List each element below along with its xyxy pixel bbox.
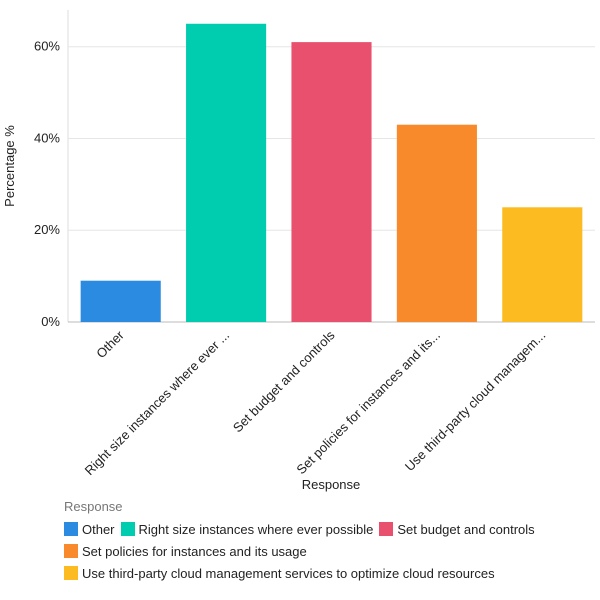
legend-swatch — [64, 544, 78, 558]
legend-swatch — [64, 566, 78, 580]
legend-item[interactable]: Set policies for instances and its usage — [64, 540, 307, 562]
x-tick-label: Set budget and controls — [230, 327, 338, 435]
bar — [80, 280, 161, 322]
legend-label: Use third-party cloud management service… — [82, 565, 495, 581]
y-tick-label: 0% — [41, 314, 60, 329]
legend-label: Set budget and controls — [397, 521, 535, 537]
legend-swatch — [379, 522, 394, 536]
y-tick-label: 20% — [34, 222, 60, 237]
y-axis-title: Percentage % — [2, 125, 17, 207]
x-tick-label: Other — [93, 327, 127, 361]
legend-swatch — [64, 522, 78, 536]
legend-label: Set policies for instances and its usage — [82, 543, 307, 559]
x-axis-title: Response — [302, 477, 361, 492]
legend-swatch — [120, 522, 135, 536]
bar — [396, 124, 477, 323]
bar — [291, 42, 372, 322]
y-tick-label: 40% — [34, 130, 60, 145]
bar — [502, 207, 583, 322]
legend-items: Other Right size instances where ever pos… — [64, 518, 554, 584]
legend-item[interactable]: Other — [64, 518, 115, 540]
bar — [186, 23, 267, 322]
y-tick-label: 60% — [34, 39, 60, 54]
legend: Response Other Right size instances where… — [64, 499, 554, 584]
legend-item[interactable]: Right size instances where ever possible — [120, 518, 374, 540]
legend-item[interactable]: Use third-party cloud management service… — [64, 562, 495, 584]
chart: Percentage % Response 0%20%40%60%OtherRi… — [2, 10, 595, 492]
legend-label: Right size instances where ever possible — [138, 521, 374, 537]
legend-item[interactable]: Set budget and controls — [379, 518, 535, 540]
legend-label: Other — [82, 521, 115, 537]
legend-title: Response — [64, 499, 123, 514]
